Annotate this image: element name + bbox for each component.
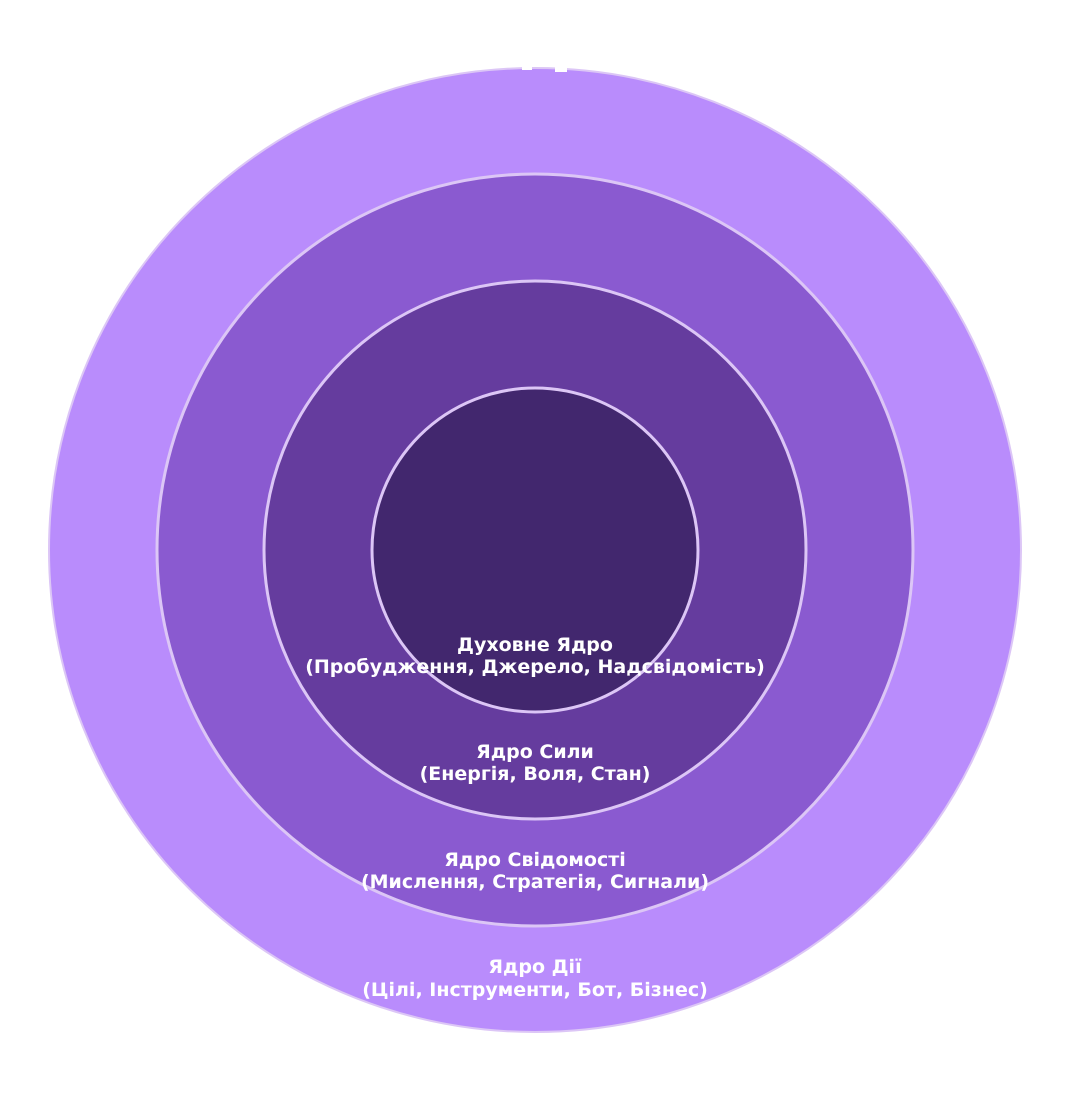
label-action-subtitle: (Цілі, Інструменти, Бот, Бізнес)	[362, 979, 708, 1001]
label-power-title: Ядро Сили	[476, 741, 594, 763]
label-consciousness-subtitle: (Мислення, Стратегія, Сигнали)	[361, 871, 709, 893]
ring-spirit	[370, 386, 700, 714]
label-spirit-title: Духовне Ядро	[457, 634, 613, 656]
label-spirit-subtitle: (Пробудження, Джерело, Надсвідомість)	[305, 656, 765, 678]
label-power-subtitle: (Енергія, Воля, Стан)	[420, 763, 651, 785]
label-consciousness-title: Ядро Свідомості	[444, 849, 626, 871]
diagram-title-fragment	[522, 62, 567, 72]
layer-spirit	[370, 386, 700, 714]
label-action-title: Ядро Дії	[488, 956, 582, 978]
